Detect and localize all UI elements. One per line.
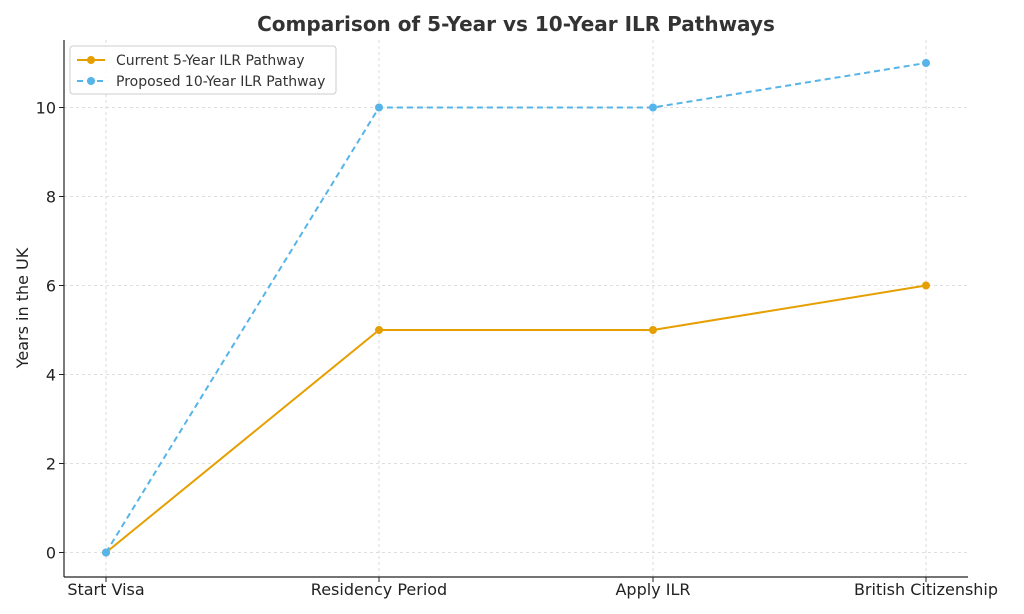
x-tick-label: Start Visa	[67, 580, 144, 599]
y-ticks: 0 2 4 6 8 10	[36, 99, 64, 563]
legend-marker	[87, 56, 95, 64]
series-current-5-year-ilr-pathway	[102, 281, 930, 557]
chart-title: Comparison of 5-Year vs 10-Year ILR Path…	[257, 12, 775, 36]
legend-item: Proposed 10-Year ILR Pathway	[77, 74, 325, 90]
data-point	[649, 326, 657, 334]
series-line	[105, 284, 927, 554]
y-tick-label: 4	[46, 366, 56, 385]
data-point	[375, 103, 383, 112]
y-tick-label: 10	[36, 99, 56, 118]
series-line	[105, 62, 927, 554]
x-tick-label: British Citizenship	[854, 580, 998, 599]
grid	[64, 40, 968, 577]
data-point	[649, 103, 657, 112]
legend-box	[69, 45, 337, 95]
legend-marker	[87, 77, 95, 85]
axes	[63, 40, 968, 578]
data-point	[922, 281, 930, 290]
y-tick-label: 8	[46, 188, 56, 207]
series	[102, 59, 930, 557]
legend: Current 5-Year ILR Pathway Proposed 10-Ye…	[69, 45, 337, 95]
y-tick-label: 0	[46, 544, 56, 563]
x-tick-label: Apply ILR	[615, 580, 690, 599]
data-point	[102, 548, 110, 557]
series-proposed-10-year-ilr-pathway	[102, 59, 930, 557]
y-tick-label: 6	[46, 277, 56, 296]
y-tick-label: 2	[46, 455, 56, 474]
y-axis-label: Years in the UK	[13, 247, 32, 369]
x-ticks: Start Visa Residency Period Apply ILR Briti…	[67, 577, 998, 599]
legend-item: Current 5-Year ILR Pathway	[77, 53, 305, 69]
data-point	[922, 59, 930, 67]
data-point	[375, 326, 383, 334]
legend-label: Current 5-Year ILR Pathway	[116, 53, 305, 69]
x-tick-label: Residency Period	[311, 580, 447, 599]
legend-label: Proposed 10-Year ILR Pathway	[116, 74, 325, 90]
